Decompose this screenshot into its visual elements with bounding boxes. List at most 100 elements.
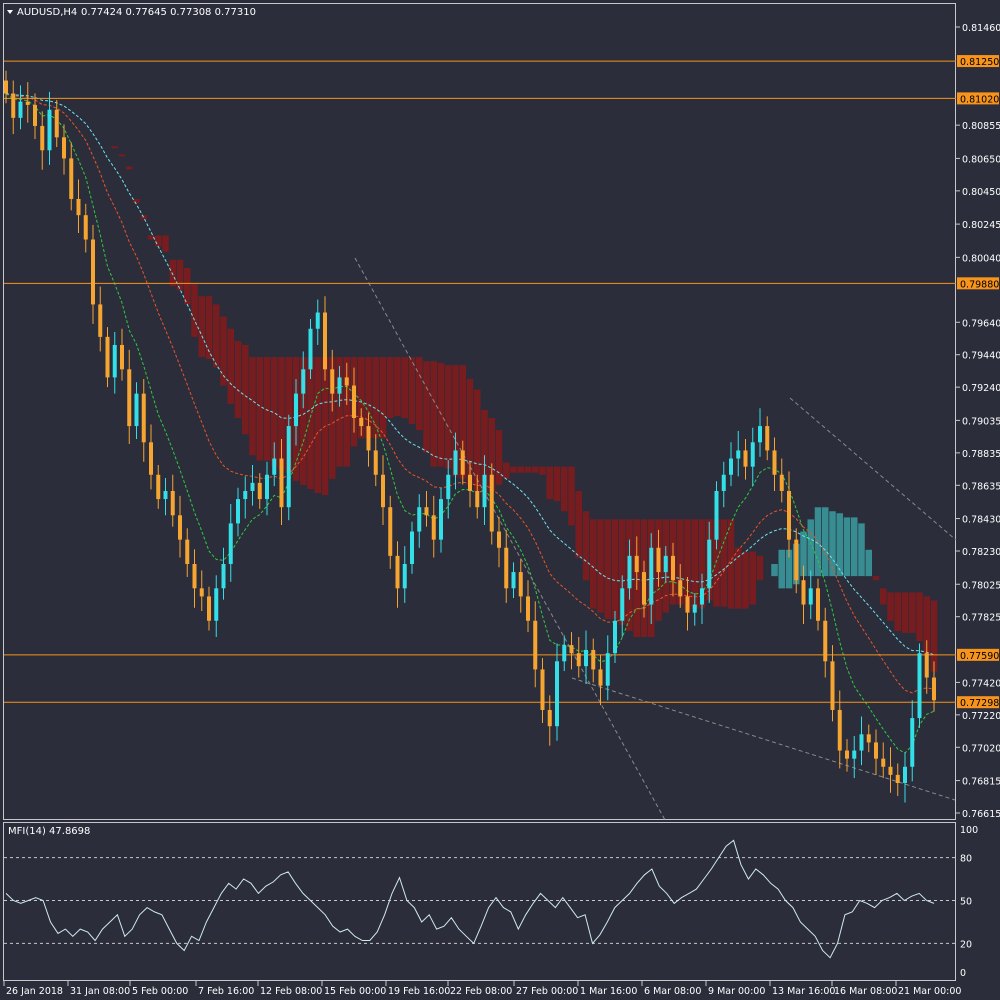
- candle-body: [714, 490, 719, 540]
- candle-body: [279, 458, 284, 508]
- price-level-label: 0.81250: [960, 57, 999, 68]
- candle-body: [286, 426, 291, 508]
- time-tick-label: 31 Jan 08:00: [70, 986, 130, 997]
- candle-body: [417, 507, 422, 532]
- candle-body: [917, 653, 922, 719]
- candle-body: [613, 620, 617, 654]
- time-axis: 26 Jan 2018 31 Jan 08:00 5 Feb 00:00 7 Feb …: [3, 981, 961, 997]
- candle-body: [228, 523, 233, 564]
- candle-body: [112, 344, 117, 378]
- candle-body: [69, 158, 74, 199]
- price-level-tag: [957, 696, 999, 709]
- candle-body: [337, 377, 342, 394]
- candle-body: [149, 442, 153, 475]
- price-tick-label: 0.77825: [962, 613, 1000, 624]
- price-tick-label: 0.78025: [962, 580, 1000, 591]
- candle-body: [47, 109, 52, 151]
- candlesticks: [4, 70, 936, 803]
- candle-body: [511, 572, 516, 589]
- time-tick-label: 13 Mar 16:00: [772, 986, 835, 997]
- mfi-scale-label: 80: [960, 854, 972, 865]
- time-tick-label: 19 Feb 16:00: [388, 986, 450, 997]
- price-tick-label: 0.77020: [962, 743, 1000, 754]
- candle-body: [214, 588, 219, 621]
- candle-body: [591, 649, 596, 670]
- candle-body: [468, 474, 472, 491]
- candle-body: [192, 563, 197, 589]
- candle-body: [236, 499, 240, 524]
- candle-body: [605, 653, 610, 686]
- candle-body: [794, 539, 799, 581]
- symbol-title: AUDUSD,H4: [17, 7, 77, 18]
- candle-body: [859, 734, 864, 751]
- candle-body: [671, 555, 675, 581]
- ma-slow-line: [5, 93, 935, 656]
- price-tick-label: 0.80650: [962, 154, 1000, 165]
- candle-body: [18, 101, 23, 118]
- mfi-scale-label: 50: [960, 897, 972, 908]
- trend-channel-line: [354, 257, 666, 821]
- price-tick-label: 0.78835: [962, 449, 1000, 460]
- candle-body: [700, 588, 704, 605]
- candle-body: [402, 563, 407, 589]
- candle-body: [381, 474, 385, 508]
- candle-body: [315, 312, 320, 329]
- candle-body: [678, 580, 683, 597]
- trend-channel-line: [571, 677, 956, 801]
- candle-body: [576, 653, 581, 667]
- indicator-panel-frame: [3, 822, 956, 981]
- candle-body: [453, 450, 458, 475]
- symbol-dropdown-icon[interactable]: [7, 10, 13, 14]
- candle-body: [642, 572, 646, 605]
- candle-body: [308, 328, 313, 370]
- candle-body: [243, 490, 248, 500]
- candle-body: [634, 555, 639, 573]
- candle-body: [533, 620, 538, 670]
- candle-body: [866, 734, 871, 743]
- candle-body: [352, 385, 356, 418]
- candle-body: [547, 709, 552, 727]
- price-tick-label: 0.79440: [962, 351, 1000, 362]
- candle-body: [301, 369, 306, 394]
- candle-body: [424, 507, 429, 516]
- mfi-line: [5, 839, 935, 959]
- candle-body: [221, 563, 226, 589]
- price-tick-label: 0.77420: [962, 678, 1000, 689]
- candle-body: [141, 393, 146, 443]
- candle-body: [830, 661, 835, 710]
- candle-body: [758, 426, 762, 443]
- candle-body: [366, 426, 371, 451]
- candle-body: [903, 766, 907, 783]
- candle-body: [932, 677, 936, 701]
- ohlc-readout: 0.77424 0.77645 0.77308 0.77310: [81, 7, 256, 18]
- candle-body: [323, 312, 327, 370]
- candle-body: [105, 336, 110, 378]
- candle-body: [692, 604, 697, 613]
- candle-body: [344, 377, 349, 386]
- price-level-tag: [957, 55, 999, 68]
- time-tick-label: 12 Feb 08:00: [260, 986, 322, 997]
- candle-body: [294, 393, 298, 427]
- candle-body: [359, 417, 364, 427]
- candle-body: [475, 490, 480, 508]
- candle-body: [721, 474, 726, 491]
- candle-body: [707, 539, 712, 589]
- price-level-label: 0.79880: [960, 279, 999, 290]
- candle-body: [120, 344, 124, 370]
- time-tick-label: 22 Feb 08:00: [450, 986, 512, 997]
- candle-body: [439, 499, 443, 540]
- horizontal-levels[interactable]: 0.81250 0.81020 0.79880 0.77590 0.77298: [4, 55, 999, 709]
- candle-body: [83, 215, 88, 240]
- price-tick-label: 0.78635: [962, 481, 1000, 492]
- candle-body: [772, 450, 777, 475]
- price-level-tag: [957, 277, 999, 290]
- ma-fast-line: [5, 93, 935, 754]
- candle-body: [910, 718, 915, 767]
- price-axis: 0.81460 0.80855 0.80650 0.80450 0.80245 0.800…: [956, 23, 1000, 820]
- price-tick-label: 0.80245: [962, 220, 1000, 231]
- candle-body: [497, 531, 501, 548]
- price-level-label: 0.81020: [960, 94, 999, 105]
- candle-body: [504, 547, 509, 589]
- candle-body: [808, 588, 813, 605]
